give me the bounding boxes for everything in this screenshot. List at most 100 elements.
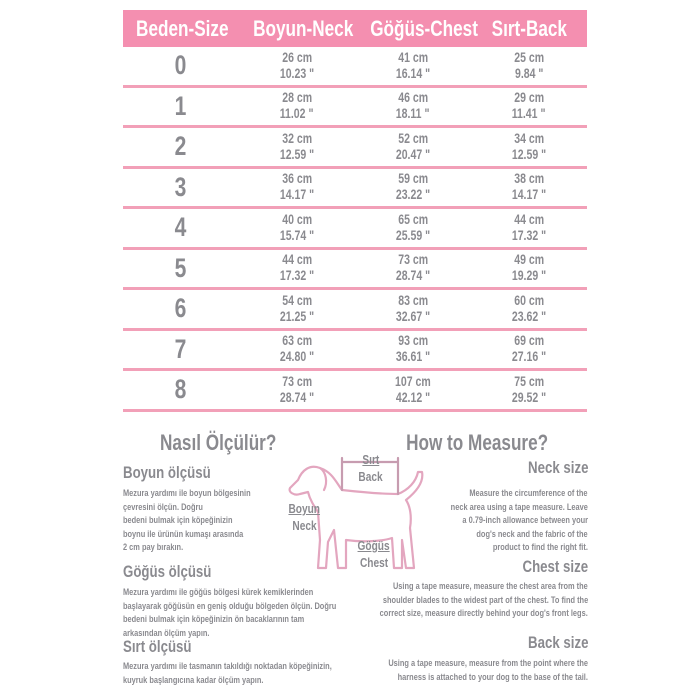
neck-cm: 36 cm — [282, 171, 312, 187]
neck-cell: 44 cm 17.32 " — [239, 252, 355, 284]
size-value: 3 — [175, 171, 187, 202]
chest-cm: 46 cm — [398, 90, 428, 106]
neck-cm: 73 cm — [282, 373, 312, 389]
size-value: 5 — [175, 252, 187, 283]
back-cell: 25 cm 9.84 " — [471, 50, 587, 82]
tr-neck-title: Boyun ölçüsü — [123, 463, 211, 482]
table-row: 3 36 cm 14.17 " 59 cm 23.22 " 38 cm 14.17 " — [123, 169, 587, 209]
text-line: a 0.79-inch allowance between your — [462, 515, 588, 526]
text-line: dog's neck and the fabric of the — [476, 528, 588, 540]
back-cell: 49 cm 19.29 " — [471, 252, 587, 284]
chest-label: Göğüs Chest — [357, 538, 390, 570]
table-row: 6 54 cm 21.25 " 83 cm 32.67 " 60 cm 23.62 " — [123, 290, 587, 331]
neck-cell: 26 cm 10.23 " — [239, 50, 355, 82]
text-line: kuyruk başlangıcına kadar ölçüm yapın. — [123, 674, 264, 686]
chest-cell: 65 cm 25.59 " — [355, 212, 471, 244]
text-line: correct size, measure directly behind yo… — [379, 608, 588, 619]
back-cm: 49 cm — [514, 252, 544, 268]
back-inch: 29.52 " — [511, 389, 547, 405]
chest-cm: 52 cm — [398, 130, 428, 146]
text-line: arkasından ölçüm yapın. — [123, 627, 210, 639]
en-title: How to Measure? — [405, 430, 548, 455]
back-cm: 44 cm — [514, 211, 544, 227]
table-row: 5 44 cm 17.32 " 73 cm 28.74 " 49 cm 19.29 " — [123, 250, 587, 290]
neck-cell: 63 cm 24.80 " — [239, 333, 355, 365]
back-cell: 44 cm 17.32 " — [471, 212, 587, 244]
chest-cm: 59 cm — [398, 171, 428, 187]
neck-cm: 40 cm — [282, 211, 312, 227]
back-inch: 27.16 " — [511, 349, 547, 365]
en-neck-title: Neck size — [527, 458, 588, 477]
table-header: Beden-Size Boyun-Neck Göğüs-Chest Sırt-B… — [123, 10, 587, 47]
chest-cm: 73 cm — [398, 252, 428, 268]
en-back-text: Using a tape measure, measure from the p… — [332, 657, 588, 684]
tr-neck-text: Mezura yardımı ile boyun bölgesinin çevre… — [123, 487, 287, 555]
neck-cell: 54 cm 21.25 " — [239, 293, 355, 325]
text-line: Measure the circumference of the — [469, 488, 588, 499]
chest-cm: 107 cm — [395, 373, 431, 389]
dog-outline — [288, 465, 424, 570]
tr-back-title: Sırt ölçüsü — [123, 637, 192, 656]
text-line: Using a tape measure, measure from the p… — [388, 658, 588, 669]
text-line: product to find the right fit. — [492, 542, 588, 553]
header-size: Beden-Size — [136, 15, 229, 41]
table-row: 0 26 cm 10.23 " 41 cm 16.14 " 25 cm 9.84 " — [123, 47, 587, 88]
back-measure-line — [340, 456, 400, 496]
back-cell: 69 cm 27.16 " — [471, 333, 587, 365]
table-row: 7 63 cm 24.80 " 93 cm 36.61 " 69 cm 27.16 " — [123, 331, 587, 371]
neck-inch: 11.02 " — [280, 106, 314, 122]
chest-cell: 93 cm 36.61 " — [355, 333, 471, 365]
neck-inch: 14.17 " — [279, 187, 315, 203]
neck-cell: 28 cm 11.02 " — [239, 90, 355, 122]
text-line: 2 cm pay bırakın. — [123, 542, 184, 553]
table-row: 4 40 cm 15.74 " 65 cm 25.59 " 44 cm 17.32 " — [123, 209, 587, 250]
back-cm: 34 cm — [514, 130, 544, 146]
neck-cm: 54 cm — [282, 292, 312, 308]
size-value: 1 — [175, 90, 187, 121]
size-value: 2 — [175, 131, 187, 162]
chest-inch: 28.74 " — [395, 268, 431, 284]
chest-inch: 25.59 " — [395, 227, 431, 243]
back-cm: 60 cm — [514, 292, 544, 308]
neck-cell: 40 cm 15.74 " — [239, 212, 355, 244]
size-value: 4 — [175, 212, 187, 243]
en-chest-title: Chest size — [522, 557, 588, 576]
chest-cm: 83 cm — [398, 292, 428, 308]
tr-title: Nasıl Ölçülür? — [160, 430, 277, 455]
neck-label: Boyun Neck — [288, 501, 321, 533]
neck-inch: 21.25 " — [279, 308, 315, 324]
chest-inch: 23.22 " — [395, 187, 431, 203]
dog-diagram — [288, 456, 424, 570]
back-cm: 29 cm — [514, 90, 544, 106]
chest-cell: 46 cm 18.11 " — [355, 90, 471, 122]
size-value: 8 — [175, 374, 187, 405]
text-line: Mezura yardımı ile boyun bölgesinin — [123, 488, 251, 499]
tr-chest-title: Göğüs ölçüsü — [123, 562, 212, 581]
size-value: 7 — [175, 333, 187, 364]
neck-inch: 12.59 " — [279, 146, 315, 162]
neck-cm: 28 cm — [282, 90, 312, 106]
neck-cm: 63 cm — [282, 333, 312, 349]
text-line: Using a tape measure, measure the chest … — [393, 581, 588, 592]
back-cm: 69 cm — [514, 333, 544, 349]
header-chest: Göğüs-Chest — [370, 15, 478, 41]
size-value: 6 — [175, 293, 187, 324]
back-cm: 25 cm — [514, 49, 544, 65]
table-row: 2 32 cm 12.59 " 52 cm 20.47 " 34 cm 12.59 " — [123, 128, 587, 169]
chest-cm: 65 cm — [398, 211, 428, 227]
chest-inch: 16.14 " — [395, 65, 431, 81]
chest-cm: 93 cm — [398, 333, 428, 349]
chest-inch: 18.11 " — [396, 106, 430, 122]
text-line: bedeni bulmak için köpeğinizin — [123, 515, 233, 526]
text-line: Mezura yardımı ile göğüs bölgesi kürek k… — [123, 587, 314, 598]
chest-cell: 107 cm 42.12 " — [355, 374, 471, 406]
header-neck: Boyun-Neck — [253, 15, 354, 41]
chest-inch: 32.67 " — [395, 308, 431, 324]
chest-cell: 59 cm 23.22 " — [355, 171, 471, 203]
chest-cell: 41 cm 16.14 " — [355, 50, 471, 82]
en-back-title: Back size — [527, 633, 588, 652]
back-cm: 75 cm — [514, 373, 544, 389]
chest-cell: 73 cm 28.74 " — [355, 252, 471, 284]
chest-cm: 41 cm — [398, 49, 428, 65]
neck-inch: 10.23 " — [279, 65, 315, 81]
